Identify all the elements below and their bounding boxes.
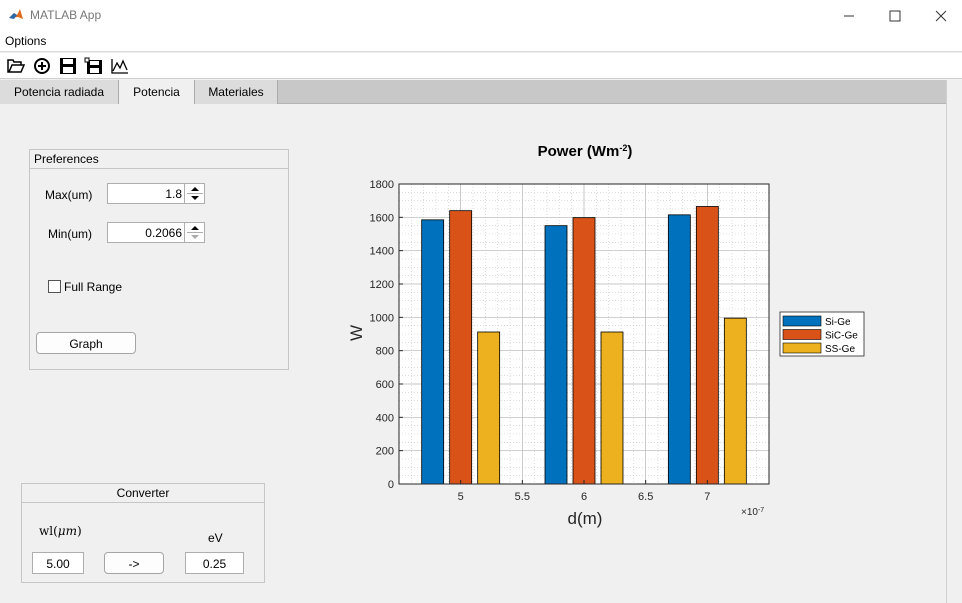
max-spinner[interactable]: 1.8 [107, 183, 205, 204]
min-spinner-arrows[interactable] [184, 223, 204, 242]
y-axis-label: W [347, 325, 366, 341]
wl-unit: μm [57, 524, 77, 538]
tab-potencia-radiada[interactable]: Potencia radiada [0, 80, 119, 104]
bar-si-ge-7 [667, 214, 691, 485]
window-right-edge [946, 80, 962, 603]
legend-swatch-sic-ge [782, 329, 822, 340]
y-tick-label: 1200 [370, 279, 394, 291]
tab-potencia[interactable]: Potencia [118, 80, 195, 105]
x-tick-label: 6 [581, 491, 587, 503]
graph-button[interactable]: Graph [36, 332, 136, 354]
x-tick-label: 7 [704, 491, 710, 503]
y-tick-label: 600 [376, 379, 394, 391]
tab-strip: Potencia radiada Potencia Materiales [0, 80, 946, 105]
min-spinner[interactable]: 0.2066 [107, 222, 205, 243]
x-axis-multiplier: ×10-7 [741, 507, 764, 519]
convert-button[interactable]: -> [104, 552, 164, 574]
y-tick-label: 0 [388, 479, 394, 491]
preferences-title: Preferences [30, 150, 288, 169]
minimize-button[interactable] [826, 0, 872, 31]
x-tick-label: 5.5 [515, 491, 530, 503]
max-value[interactable]: 1.8 [165, 187, 182, 201]
bar-ss-ge-6 [600, 331, 624, 485]
preferences-panel: Preferences Max(um) 1.8 Min(um) 0.2066 [29, 149, 289, 370]
max-spinner-arrows[interactable] [184, 184, 204, 203]
menu-bar: Options [0, 31, 962, 52]
chart-bars [421, 206, 747, 485]
legend-label-sic-ge: SiC-Ge [825, 331, 858, 342]
y-tick-label: 1400 [370, 246, 394, 258]
x-tick-label: 5 [458, 491, 464, 503]
ev-label: eV [208, 531, 223, 545]
open-folder-icon[interactable] [6, 57, 26, 75]
bar-si-ge-5 [421, 219, 445, 485]
maximize-icon [889, 10, 901, 21]
y-tick-labels: 0 200 400 600 800 1000 1200 1400 1600 1800 [370, 179, 403, 491]
chart-legend: Si-Ge SiC-Ge SS-Ge [779, 311, 865, 357]
plot-icon[interactable] [110, 57, 130, 75]
legend-label-si-ge: Si-Ge [825, 317, 851, 328]
y-tick-label: 200 [376, 446, 394, 458]
bar-sic-ge-7 [695, 206, 719, 485]
bar-ss-ge-5 [477, 331, 501, 485]
x-axis-label: d(m) [568, 509, 603, 528]
spinner-arrows-icon[interactable] [185, 184, 205, 203]
converter-panel: Converter wl(μm) eV 5.00 -> 0.25 [21, 483, 265, 583]
full-range-checkbox[interactable] [48, 280, 61, 293]
power-bar-chart: Power (Wm-2) 0 200 400 600 800 1000 1200 1400 16… [347, 143, 865, 528]
max-label: Max(um) [45, 188, 93, 202]
menu-options[interactable]: Options [5, 34, 47, 48]
y-tick-label: 1000 [370, 312, 394, 324]
save-as-icon[interactable] [84, 57, 104, 75]
converter-title: Converter [22, 484, 264, 503]
spinner-arrows-icon[interactable] [185, 223, 205, 242]
min-value[interactable]: 0.2066 [145, 226, 182, 240]
wl-input[interactable]: 5.00 [32, 552, 84, 574]
y-tick-label: 800 [376, 346, 394, 358]
title-bar: MATLAB App [0, 0, 962, 31]
y-tick-label: 1600 [370, 212, 394, 224]
bar-si-ge-6 [544, 225, 568, 485]
legend-swatch-si-ge [782, 315, 822, 327]
chart-title: Power (Wm-2) [538, 143, 633, 160]
ev-output: 0.25 [185, 552, 244, 574]
legend-swatch-ss-ge [782, 342, 822, 354]
matlab-logo-icon [8, 7, 24, 23]
bar-ss-ge-7 [723, 317, 747, 485]
y-tick-label: 1800 [370, 179, 394, 191]
min-label: Min(um) [48, 227, 92, 241]
legend-label-ss-ge: SS-Ge [825, 344, 855, 355]
full-range-label[interactable]: Full Range [64, 280, 123, 294]
minimize-icon [844, 15, 854, 16]
maximize-button[interactable] [872, 0, 918, 31]
add-circle-icon[interactable] [32, 57, 52, 75]
x-tick-labels: 5 5.5 6 6.5 7 [458, 480, 710, 503]
close-icon [935, 10, 947, 21]
window-title: MATLAB App [30, 8, 102, 22]
y-tick-label: 400 [376, 412, 394, 424]
close-button[interactable] [918, 0, 962, 31]
x-tick-label: 6.5 [638, 491, 653, 503]
save-icon[interactable] [58, 57, 78, 75]
wl-label: wl(μm) [39, 524, 82, 538]
tab-materiales[interactable]: Materiales [195, 80, 278, 104]
bar-sic-ge-5 [449, 210, 473, 485]
bar-sic-ge-6 [572, 217, 596, 485]
toolbar [0, 53, 962, 79]
